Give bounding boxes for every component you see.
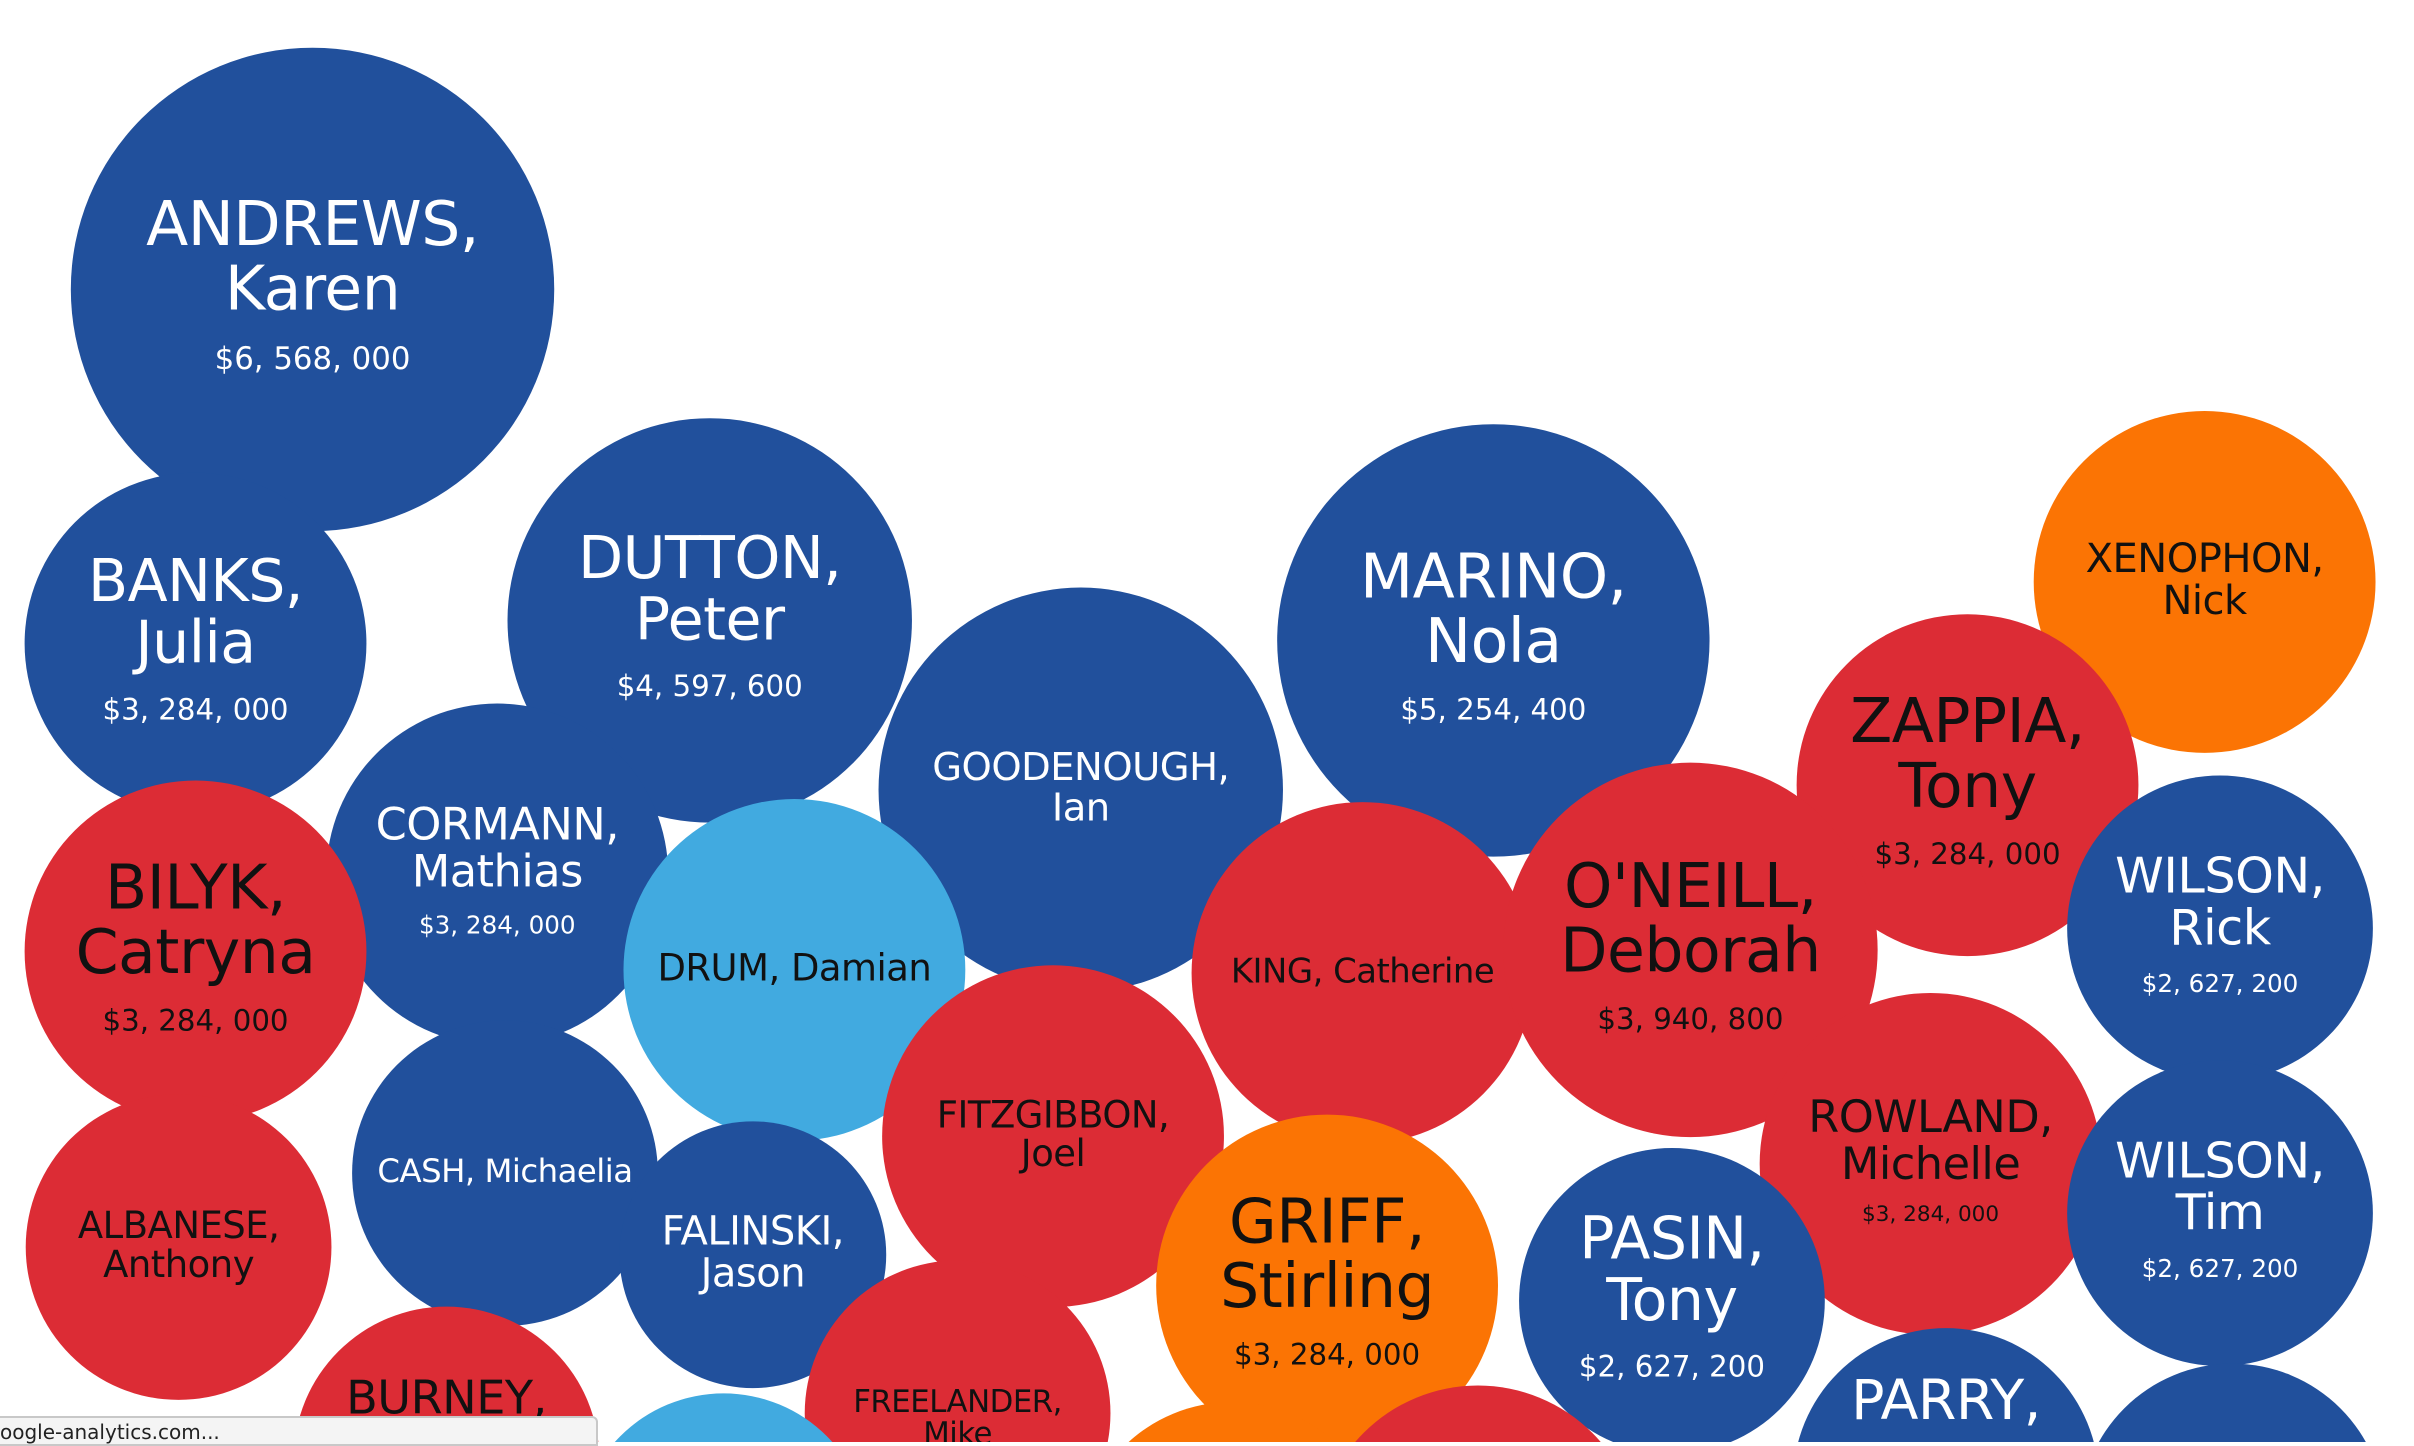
bubble-label: Tony [1605, 1266, 1737, 1334]
bubble-label: Tony [1897, 750, 2036, 822]
bubble-label: ANDREWS, [146, 188, 479, 260]
value-label: $3, 284, 000 [1862, 1202, 1999, 1227]
bubble [2067, 775, 2373, 1082]
value-label: $3, 284, 000 [1234, 1338, 1420, 1372]
bubble [878, 587, 1283, 993]
value-label: $2, 627, 200 [2142, 1254, 2299, 1283]
bubble [294, 1306, 599, 1442]
bubble-label: Anthony [103, 1243, 254, 1286]
bubble-label: Deborah [1560, 915, 1821, 987]
bubble-label: Nick [2163, 578, 2249, 624]
bubble [326, 703, 669, 1046]
bubble [1191, 802, 1534, 1144]
value-label: $3, 284, 000 [1874, 837, 2060, 871]
bubble [1355, 1385, 1601, 1442]
bubble [619, 1121, 887, 1389]
bubble-label: MARINO, [1360, 540, 1627, 612]
bubble-label: FREELANDER, [853, 1384, 1062, 1420]
bubble-label: Rick [2169, 898, 2271, 956]
bubble [882, 965, 1224, 1308]
bubble [1156, 1114, 1498, 1442]
value-label: $3, 284, 000 [102, 692, 288, 726]
bubble-label: ALBANESE, [78, 1204, 279, 1247]
bubble [1503, 762, 1878, 1138]
bubble [804, 1260, 1111, 1442]
bubble [24, 780, 367, 1123]
bubble [1798, 1328, 2094, 1442]
bubble-label: Julia [131, 609, 255, 677]
bubble-label: DUTTON, [578, 524, 841, 592]
bubble-label: Ian [1052, 785, 1110, 830]
bubble-label: Nola [1425, 605, 1562, 677]
bubble-label: Michelle [1841, 1138, 2020, 1190]
bubble-label: WILSON, [2115, 1131, 2325, 1189]
bubble-label: GOODENOUGH, [932, 745, 1229, 790]
bubble-label: PARRY, [1851, 1369, 2041, 1433]
bubble-label: FALINSKI, [662, 1209, 844, 1255]
bubble [1759, 992, 2102, 1335]
bubble-label: Tim [2175, 1183, 2265, 1241]
bubble-label: ZAPPIA, [1850, 685, 2085, 757]
value-label: $6, 568, 000 [215, 341, 411, 377]
bubble-label: BURNEY, [346, 1370, 547, 1424]
bubble-label: FITZGIBBON, [937, 1093, 1170, 1136]
bubble-label: GRIFF, [1229, 1185, 1425, 1257]
bubble [1128, 1402, 1335, 1442]
bubble-label: DRUM, Damian [657, 946, 931, 989]
bubble-label: PASIN, [1579, 1205, 1764, 1273]
bubble-label: Joel [1019, 1132, 1085, 1175]
bubble [614, 1393, 833, 1442]
bubble-label: Catryna [76, 916, 316, 988]
bubble [1277, 424, 1710, 857]
bubble-label: XENOPHON, [2086, 536, 2324, 582]
value-label: $3, 284, 000 [419, 910, 576, 939]
bubble-label: Stirling [1220, 1250, 1434, 1322]
bubble [70, 47, 555, 532]
value-label: $2, 627, 200 [2142, 969, 2299, 998]
bubble [1796, 614, 2139, 957]
value-label: $3, 940, 800 [1597, 1002, 1783, 1036]
bubble [2098, 1363, 2366, 1442]
value-label: $5, 254, 400 [1400, 692, 1586, 726]
bubble-label: BILYK, [105, 851, 286, 923]
bubble-label: CORMANN, [376, 799, 619, 851]
bubble-label: ROWLAND, [1808, 1091, 2053, 1143]
bubble-label: KING, Catherine [1231, 951, 1494, 990]
bubble [623, 798, 966, 1141]
bubble [1519, 1148, 1825, 1442]
bubble-label: Peter [635, 585, 786, 653]
value-label: $2, 627, 200 [1579, 1350, 1765, 1384]
bubble [507, 418, 912, 823]
bubble-label: Jason [698, 1251, 806, 1297]
bubble-label: Karen [225, 253, 400, 325]
bubble [24, 472, 367, 815]
bubble [352, 1020, 658, 1326]
bubble [2033, 411, 2376, 753]
value-label: $4, 597, 600 [617, 669, 803, 703]
bubble-label: O'NEILL, [1564, 850, 1817, 922]
bubble-label: CASH, Michaelia [377, 1152, 632, 1190]
bubble-label: Mathias [412, 845, 583, 897]
bubble-label: WILSON, [2115, 847, 2325, 905]
value-label: $3, 284, 000 [102, 1003, 288, 1037]
bubble-label: Mike [923, 1416, 992, 1442]
bubble-label: BANKS, [88, 547, 303, 615]
bubble [25, 1094, 332, 1400]
bubble [2067, 1060, 2373, 1367]
